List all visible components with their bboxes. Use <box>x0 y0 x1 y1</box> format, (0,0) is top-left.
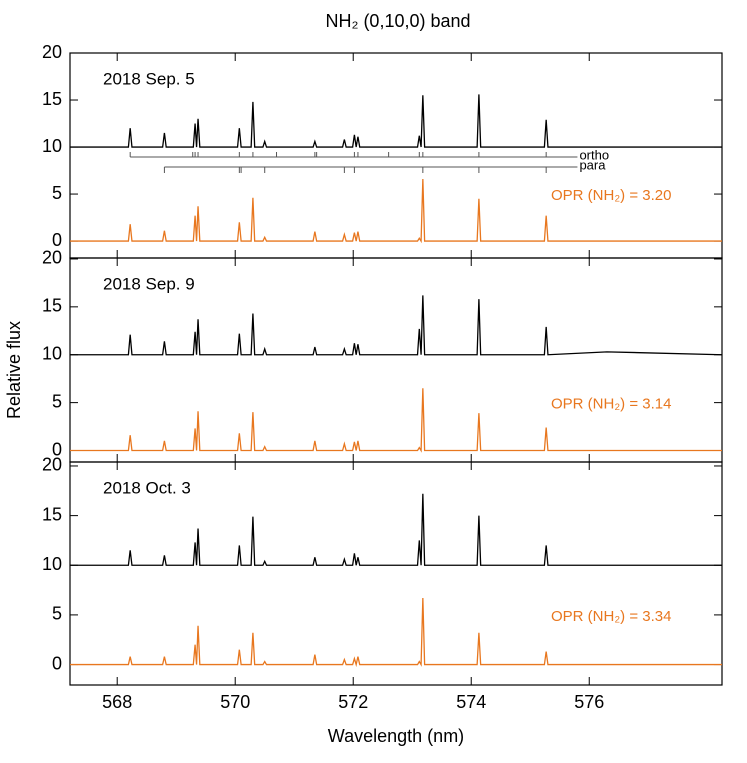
panel-label: 2018 Sep. 9 <box>103 274 195 293</box>
x-tick-label: 572 <box>338 692 368 712</box>
y-tick-label: 15 <box>42 296 62 316</box>
x-axis-label: Wavelength (nm) <box>328 726 464 746</box>
y-tick-label: 10 <box>42 343 62 363</box>
opr-annotation: OPR (NH₂) = 3.20 <box>551 187 671 204</box>
x-tick-label: 568 <box>102 692 132 712</box>
y-tick-label: 20 <box>42 42 62 62</box>
y-tick-label: 5 <box>52 183 62 203</box>
spectrum-line <box>70 178 722 244</box>
y-tick-label: 15 <box>42 504 62 524</box>
x-tick-label: 570 <box>220 692 250 712</box>
spectrum-line <box>70 598 722 668</box>
opr-annotation: OPR (NH₂) = 3.34 <box>551 608 671 625</box>
y-tick-label: 15 <box>42 89 62 109</box>
line-list-name: ortho <box>579 147 609 162</box>
y-tick-label: 0 <box>52 653 62 673</box>
spectrum-line <box>70 388 722 453</box>
y-tick-label: 5 <box>52 604 62 624</box>
spectrum-line <box>70 94 722 148</box>
y-tick-label: 10 <box>42 136 62 156</box>
panel-label: 2018 Sep. 5 <box>103 69 195 88</box>
spectrum-line <box>70 295 723 356</box>
panel-frame <box>69 461 723 686</box>
opr-annotation: OPR (NH₂) = 3.14 <box>551 396 671 413</box>
y-axis-label: Relative flux <box>4 321 24 419</box>
spectrum-line <box>70 493 722 566</box>
y-tick-label: 5 <box>52 391 62 411</box>
y-tick-label: 0 <box>52 439 62 459</box>
y-tick-label: 0 <box>52 230 62 250</box>
y-tick-label: 20 <box>42 248 62 268</box>
y-tick-label: 10 <box>42 554 62 574</box>
line-list-name: para <box>579 157 606 172</box>
title: NH₂ (0,10,0) band <box>325 11 470 31</box>
panel-label: 2018 Oct. 3 <box>103 478 191 497</box>
x-tick-label: 574 <box>456 692 486 712</box>
x-tick-label: 576 <box>574 692 604 712</box>
y-tick-label: 20 <box>42 455 62 475</box>
